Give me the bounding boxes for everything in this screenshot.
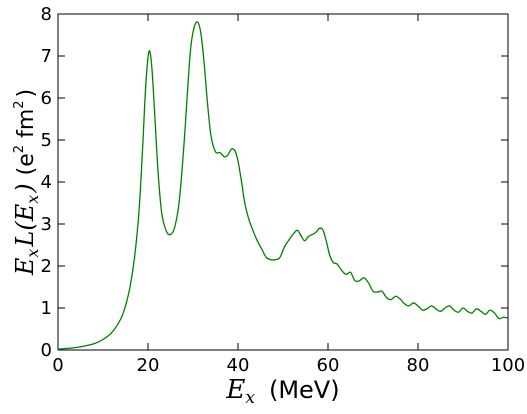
y-tick-label: 8 [41,4,52,25]
x-tick-label: 40 [227,355,250,376]
axis-tick-labels: 0 20 40 60 80 100 0 1 2 3 4 5 6 7 8 [41,4,526,376]
x-tick-label: 80 [407,355,430,376]
series-line [57,21,509,350]
x-tick-label: 100 [491,355,525,376]
x-tick-label: 0 [52,355,63,376]
y-tick-label: 5 [41,130,52,151]
y-axis-label: ExL(Ex)(e2 fm2) [11,89,42,276]
x-tick-label: 60 [317,355,340,376]
y-tick-label: 2 [41,256,52,277]
y-tick-label: 1 [41,298,52,319]
x-tick-label: 20 [137,355,160,376]
y-tick-label: 0 [41,340,52,361]
y-tick-label: 7 [41,46,52,67]
y-tick-label: 4 [41,172,52,193]
plot-area-frame [57,13,509,351]
axis-ticks [57,13,509,351]
x-axis-label: Ex (MeV) [225,375,339,408]
y-tick-label: 3 [41,214,52,235]
y-tick-label: 6 [41,88,52,109]
